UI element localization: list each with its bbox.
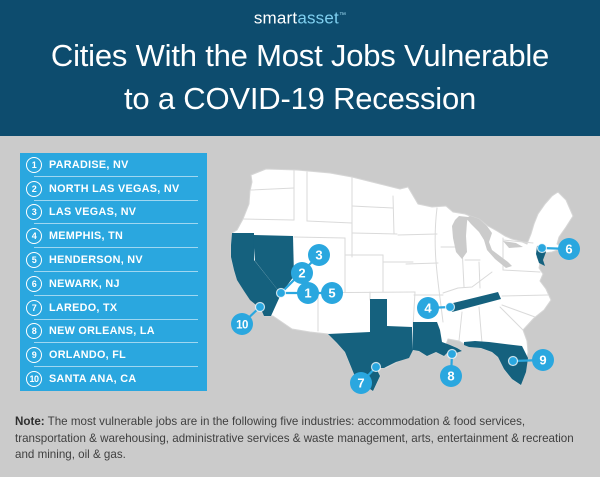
- city-label: SANTA ANA, CA: [49, 373, 137, 386]
- list-item: 5 HENDERSON, NV: [20, 248, 207, 272]
- city-label: ORLANDO, FL: [49, 349, 127, 362]
- rank-badge: 4: [26, 228, 42, 245]
- great-lakes: [452, 216, 523, 268]
- state-nevada: [253, 235, 294, 294]
- svg-text:9: 9: [539, 353, 546, 368]
- logo-text-smart: smart: [253, 8, 298, 28]
- state-california: [231, 233, 281, 316]
- lake-huron-erie: [466, 216, 512, 268]
- city-dot-newark: [536, 242, 548, 254]
- rank-badge: 5: [26, 252, 42, 269]
- rank-badge: 7: [26, 299, 42, 316]
- list-item: 6 NEWARK, NJ: [20, 272, 207, 296]
- city-dot-laredo: [370, 361, 382, 373]
- map-marker-8: 8: [440, 365, 462, 387]
- map-marker-5: 5: [321, 282, 343, 304]
- state-texas: [328, 299, 413, 391]
- map-marker-3: 3: [308, 244, 330, 266]
- svg-text:3: 3: [315, 248, 322, 263]
- map-marker-10: 10: [231, 313, 253, 335]
- state-louisiana: [413, 322, 462, 356]
- map-markers: 1 2 3 4 5 6 7 8 9 10: [231, 238, 580, 394]
- logo-text-asset: asset: [297, 8, 339, 28]
- smartasset-logo: smartasset™: [0, 7, 600, 28]
- rank-badge: 10: [26, 371, 42, 388]
- rank-badge: 8: [26, 323, 42, 340]
- map-marker-6: 6: [558, 238, 580, 260]
- svg-text:6: 6: [565, 242, 572, 257]
- rank-badge: 3: [26, 204, 42, 221]
- footnote-label: Note:: [15, 415, 45, 428]
- city-dot-new-orleans: [446, 348, 458, 360]
- list-item: 4 MEMPHIS, TN: [20, 224, 207, 248]
- list-item: 1 PARADISE, NV: [20, 153, 207, 177]
- list-item: 8 NEW ORLEANS, LA: [20, 320, 207, 344]
- lake-ontario: [503, 241, 523, 248]
- city-label: MEMPHIS, TN: [49, 230, 124, 243]
- svg-text:5: 5: [328, 286, 335, 301]
- rank-badge: 9: [26, 347, 42, 364]
- list-item: 9 ORLANDO, FL: [20, 343, 207, 367]
- lake-michigan: [452, 216, 468, 259]
- city-label: LAREDO, TX: [49, 301, 118, 314]
- map-marker-7: 7: [350, 372, 372, 394]
- city-dot-orlando: [507, 355, 519, 367]
- footnote: Note: The most vulnerable jobs are in th…: [15, 414, 583, 464]
- ranking-list: 1 PARADISE, NV 2 NORTH LAS VEGAS, NV 3 LAS …: [20, 153, 207, 391]
- state-florida: [464, 341, 528, 385]
- city-label: NEWARK, NJ: [49, 277, 120, 290]
- svg-text:7: 7: [357, 376, 364, 391]
- page-title-line1: Cities With the Most Jobs Vulnerable: [50, 38, 550, 73]
- list-item: 7 LAREDO, TX: [20, 296, 207, 320]
- map-marker-9: 9: [532, 349, 554, 371]
- city-dot-las-vegas: [275, 287, 287, 299]
- state-tennessee: [449, 292, 501, 312]
- svg-text:2: 2: [298, 266, 305, 281]
- city-label: HENDERSON, NV: [49, 254, 143, 267]
- city-dot-santa-ana: [254, 301, 266, 313]
- svg-text:10: 10: [236, 320, 248, 332]
- svg-text:4: 4: [424, 301, 432, 316]
- list-item: 3 LAS VEGAS, NV: [20, 201, 207, 225]
- svg-text:1: 1: [304, 286, 311, 301]
- list-item: 2 NORTH LAS VEGAS, NV: [20, 177, 207, 201]
- city-label: LAS VEGAS, NV: [49, 206, 137, 219]
- list-item: 10 SANTA ANA, CA: [20, 367, 207, 391]
- rank-badge: 6: [26, 275, 42, 292]
- city-dot-memphis: [444, 301, 456, 313]
- svg-text:8: 8: [447, 369, 454, 384]
- city-label: PARADISE, NV: [49, 158, 129, 171]
- map-marker-2: 2: [291, 262, 313, 284]
- map-marker-4: 4: [417, 297, 439, 319]
- city-dots: [254, 242, 548, 373]
- rank-badge: 2: [26, 180, 42, 197]
- rank-badge: 1: [26, 156, 42, 173]
- page-title-line2: to a COVID-19 Recession: [123, 81, 477, 116]
- map-marker-1: 1: [297, 282, 319, 304]
- logo-trademark: ™: [338, 12, 347, 19]
- us-map: 1 2 3 4 5 6 7 8 9 10: [230, 168, 580, 394]
- page-title: Cities With the Most Jobs Vulnerable to …: [0, 34, 600, 120]
- city-label: NEW ORLEANS, LA: [49, 325, 155, 338]
- city-label: NORTH LAS VEGAS, NV: [49, 182, 180, 195]
- footnote-text: The most vulnerable jobs are in the foll…: [15, 415, 574, 461]
- header-banner: smartasset™ Cities With the Most Jobs Vu…: [0, 0, 600, 136]
